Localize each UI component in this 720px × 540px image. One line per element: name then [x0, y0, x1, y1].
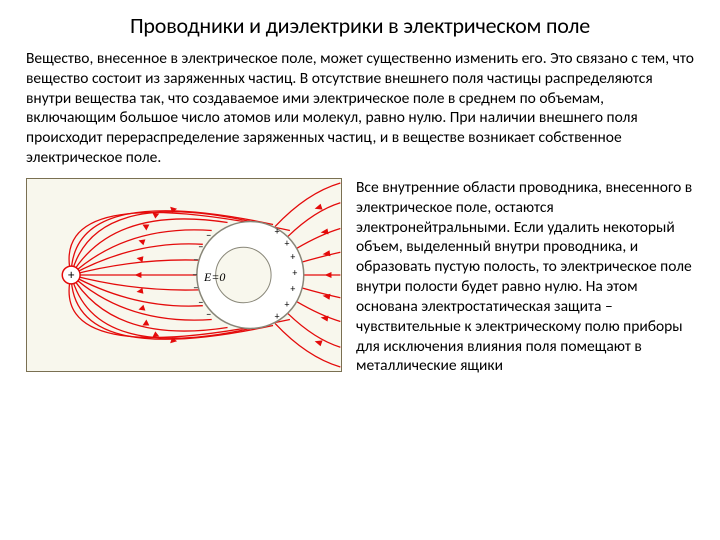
svg-text:+: +: [68, 268, 75, 283]
svg-text:+: +: [275, 225, 280, 237]
svg-text:+: +: [284, 237, 289, 249]
svg-text:+: +: [290, 283, 295, 295]
field-diagram: +–––––––+++++++ E=0: [26, 178, 342, 372]
svg-text:–: –: [192, 268, 197, 281]
svg-text:–: –: [206, 308, 211, 321]
svg-text:+: +: [284, 299, 289, 311]
svg-text:–: –: [198, 296, 203, 309]
side-paragraph: Все внутренние области проводника, внесе…: [356, 178, 694, 376]
svg-text:–: –: [206, 228, 211, 241]
svg-text:–: –: [193, 253, 198, 266]
svg-text:+: +: [275, 311, 280, 323]
svg-text:–: –: [198, 240, 203, 253]
e-zero-label: E=0: [204, 270, 225, 285]
svg-text:+: +: [292, 267, 297, 279]
intro-paragraph: Вещество, внесенное в электрическое поле…: [26, 49, 694, 168]
svg-text:–: –: [193, 281, 198, 294]
field-diagram-svg: +–––––––+++++++: [27, 179, 341, 371]
svg-text:+: +: [290, 251, 295, 263]
page-title: Проводники и диэлектрики в электрическом…: [26, 12, 694, 39]
lower-row: +–––––––+++++++ E=0 Все внутренние облас…: [26, 178, 694, 376]
